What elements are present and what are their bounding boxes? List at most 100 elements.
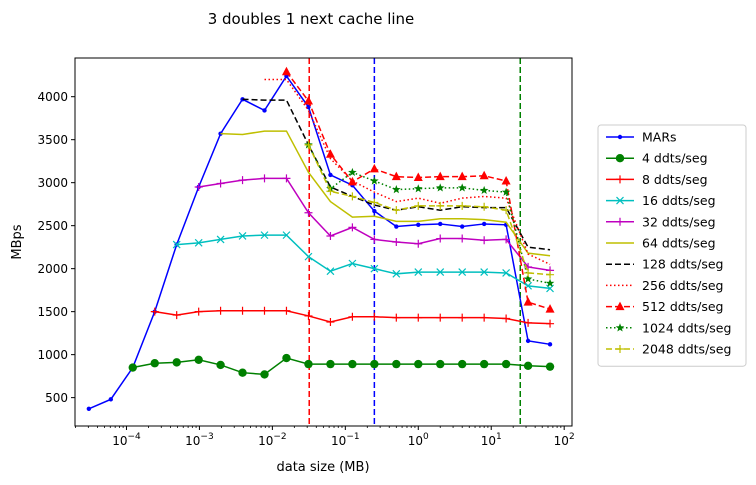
data-point xyxy=(392,238,401,246)
legend-item: 256 ddts/seg xyxy=(606,278,723,293)
data-point xyxy=(501,175,511,185)
data-point xyxy=(436,313,445,322)
data-point xyxy=(459,224,465,229)
data-point xyxy=(481,221,487,227)
data-point xyxy=(414,239,423,248)
legend-item: 512 ddts/seg xyxy=(606,299,723,314)
data-point xyxy=(281,66,291,76)
data-point xyxy=(238,306,247,315)
data-point xyxy=(545,304,555,313)
data-point xyxy=(326,359,335,369)
x-tick-label: 100 xyxy=(408,432,429,448)
y-axis-label: MBps xyxy=(10,224,25,259)
data-point xyxy=(413,172,423,182)
data-point xyxy=(435,183,445,192)
series-line-1 xyxy=(88,74,551,410)
data-point xyxy=(479,185,489,195)
legend-item: 16 ddts/seg xyxy=(606,193,716,208)
data-point xyxy=(501,359,511,369)
chart-title: 3 doubles 1 next cache line xyxy=(208,10,415,28)
legend-label: 256 ddts/seg xyxy=(642,278,723,293)
data-point xyxy=(502,269,511,277)
legend-item: 4 ddts/seg xyxy=(606,151,708,166)
data-point xyxy=(414,201,423,210)
legend-marker xyxy=(616,175,624,184)
legend-label: 512 ddts/seg xyxy=(642,299,723,314)
data-point xyxy=(238,232,247,240)
x-tick-label: 102 xyxy=(554,432,575,448)
data-point xyxy=(438,221,443,227)
data-point xyxy=(348,359,357,369)
data-point xyxy=(172,358,181,367)
x-axis: 10−4 10−3 10−2 10−1 100 101 102 xyxy=(75,426,575,448)
data-point xyxy=(326,231,335,240)
legend-item: 2048 ddts/seg xyxy=(606,342,731,357)
data-point xyxy=(262,108,267,113)
x-tick-label: 101 xyxy=(481,432,502,448)
legend-marker xyxy=(615,323,625,332)
data-point xyxy=(348,223,357,232)
y-tick-label: 1500 xyxy=(37,305,68,319)
data-point xyxy=(108,397,114,402)
x-axis-label: data size (MB) xyxy=(276,460,369,475)
data-point xyxy=(260,306,269,315)
data-point xyxy=(458,201,467,210)
series-6 xyxy=(220,130,551,257)
data-point xyxy=(546,270,555,279)
data-point xyxy=(260,370,269,379)
legend-item: 32 ddts/seg xyxy=(606,214,716,229)
legend-item: MARs xyxy=(606,130,677,145)
legend-box xyxy=(597,124,747,367)
data-point xyxy=(128,363,137,372)
data-point xyxy=(414,184,423,193)
data-point xyxy=(547,342,553,347)
data-point xyxy=(392,269,401,278)
data-point xyxy=(392,185,401,194)
data-point xyxy=(458,268,467,277)
data-point xyxy=(370,198,379,207)
data-point xyxy=(150,307,159,316)
legend-label: 64 ddts/seg xyxy=(642,236,716,251)
data-point xyxy=(479,359,489,369)
legend-label: 128 ddts/seg xyxy=(642,257,723,272)
data-point xyxy=(238,176,247,185)
plot-area xyxy=(86,58,555,426)
series-line-10 xyxy=(307,144,551,285)
data-point xyxy=(523,361,533,371)
data-point xyxy=(194,238,203,247)
y-tick-label: 2000 xyxy=(37,262,68,276)
series-line-8 xyxy=(264,78,551,266)
data-point xyxy=(480,313,489,322)
data-point xyxy=(325,149,335,158)
y-tick-label: 3500 xyxy=(37,133,68,147)
data-point xyxy=(546,319,555,328)
y-tick-label: 500 xyxy=(45,391,68,405)
data-point xyxy=(502,206,511,215)
series-8 xyxy=(264,78,551,266)
data-point xyxy=(304,311,313,320)
data-point xyxy=(326,317,335,326)
data-point xyxy=(436,359,445,369)
data-point xyxy=(348,312,357,321)
data-point xyxy=(457,359,467,369)
data-point xyxy=(194,182,203,191)
data-point xyxy=(524,318,533,327)
data-point xyxy=(370,176,379,185)
data-point xyxy=(545,362,555,371)
data-point xyxy=(326,187,335,196)
data-point xyxy=(326,267,335,276)
data-point xyxy=(304,359,313,369)
data-point xyxy=(372,208,377,214)
data-point xyxy=(414,268,423,277)
data-point xyxy=(260,231,269,240)
series-9 xyxy=(281,66,555,313)
data-point xyxy=(545,278,555,287)
data-point xyxy=(523,274,533,283)
data-point xyxy=(370,359,379,369)
data-point xyxy=(436,268,445,277)
data-point xyxy=(479,170,489,180)
data-point xyxy=(502,235,511,244)
legend-item: 8 ddts/seg xyxy=(606,172,708,187)
data-point xyxy=(392,359,401,369)
data-point xyxy=(392,313,401,322)
